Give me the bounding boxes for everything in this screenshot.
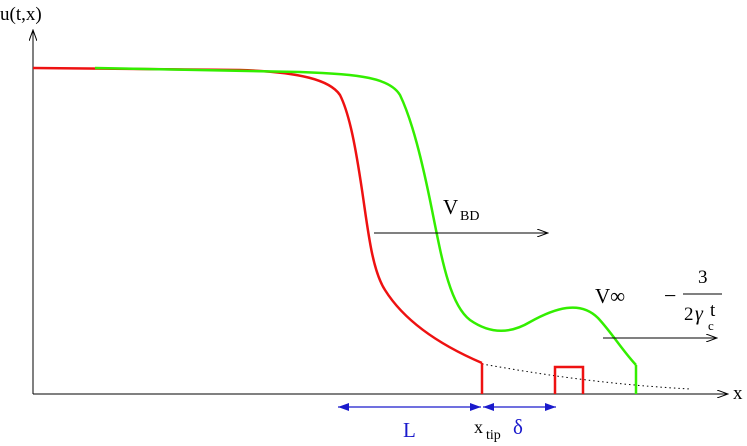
red-pulse xyxy=(553,365,585,394)
fraction-numerator: 3 xyxy=(698,267,708,288)
dotted-tail-curve xyxy=(481,363,691,390)
fraction-denominator-t: t xyxy=(710,300,716,321)
v-bd-subscript: BD xyxy=(460,209,479,224)
x-axis-label: x xyxy=(733,383,743,404)
v-inf-label: V∞ xyxy=(595,284,625,308)
y-axis-label: u(t,x) xyxy=(0,4,42,25)
fraction-denominator-two: 2 xyxy=(684,304,694,325)
x-tip-label: x xyxy=(474,417,483,437)
fraction-denominator-subscript: c xyxy=(708,318,714,333)
x-tip-subscript: tip xyxy=(486,428,501,443)
green-front-curve xyxy=(94,66,637,366)
length-l-label: L xyxy=(403,418,416,442)
delta-label: δ xyxy=(513,415,523,439)
minus-sign: − xyxy=(664,283,676,308)
v-bd-label: V xyxy=(443,195,458,219)
fraction-denominator-gamma: γ xyxy=(695,303,704,325)
red-front-curve xyxy=(32,66,483,365)
